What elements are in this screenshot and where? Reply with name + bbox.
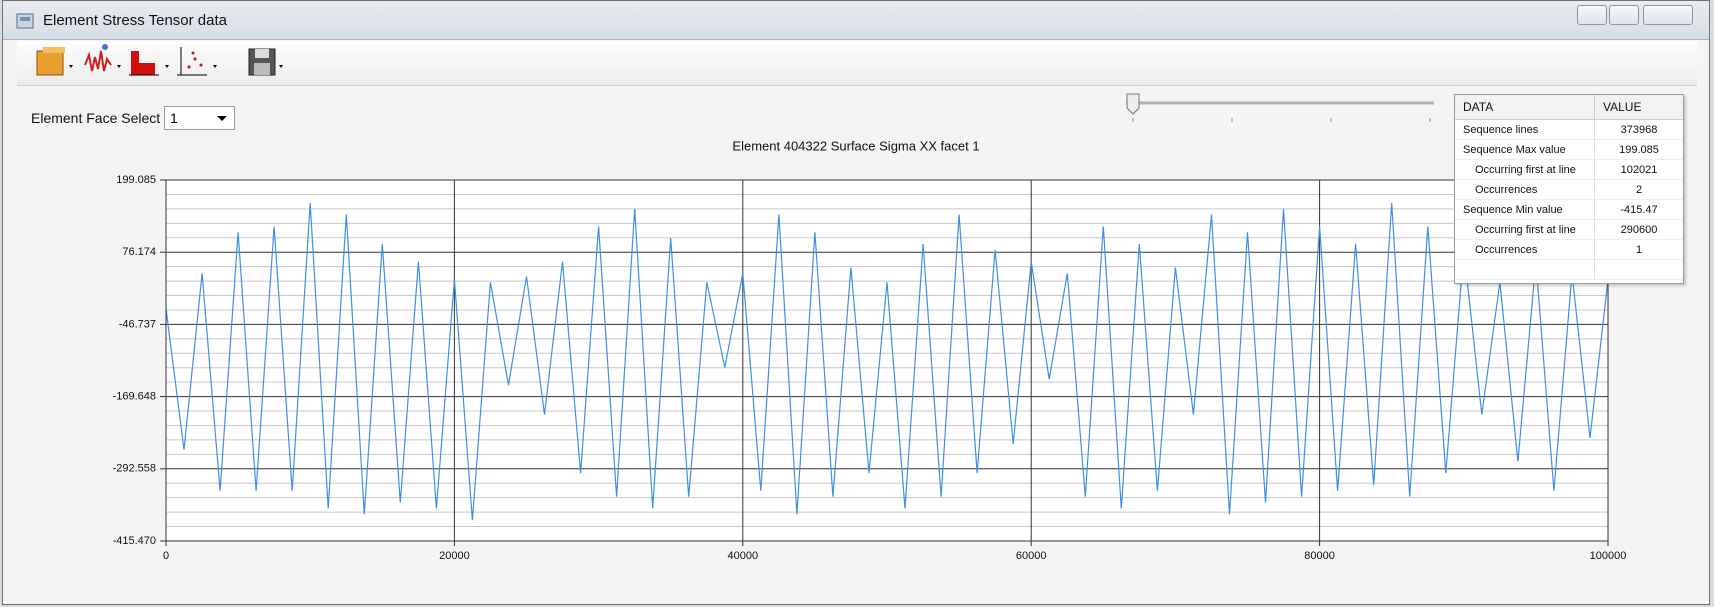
plot-border	[165, 179, 1609, 542]
table-cell: Occurring first at line	[1455, 219, 1595, 240]
minimize-button[interactable]	[1577, 5, 1607, 25]
chart-title: Element 404322 Surface Sigma XX facet 1	[732, 138, 979, 153]
signal-button[interactable]	[84, 44, 121, 72]
table-header: DATA	[1455, 95, 1595, 120]
y-tick-label: 199.085	[116, 174, 156, 186]
y-tick-label: 76.174	[122, 246, 156, 258]
close-button[interactable]	[1643, 5, 1693, 25]
x-tick-label: 40000	[728, 550, 759, 562]
table-cell: Sequence Max value	[1455, 139, 1595, 160]
x-tick-label: 100000	[1590, 550, 1627, 562]
stats-table: DATA VALUE Sequence lines 373968 Sequence Ma…	[1454, 94, 1684, 284]
table-cell	[1594, 259, 1683, 280]
x-tick-label: 60000	[1016, 550, 1047, 562]
table-row: Occurring first at line 290600	[1455, 219, 1683, 240]
x-tick-label: 0	[163, 550, 169, 562]
data-line	[165, 202, 1609, 521]
table-cell: 1	[1594, 239, 1683, 260]
table-header: VALUE	[1594, 95, 1683, 120]
slider[interactable]	[1126, 93, 1434, 122]
y-tick-label: -415.470	[113, 535, 156, 547]
table-cell	[1455, 259, 1595, 280]
x-tick-label: 20000	[439, 550, 470, 562]
table-cell: 373968	[1594, 119, 1683, 140]
stats-grid: DATA VALUE Sequence lines 373968 Sequence Ma…	[1455, 95, 1683, 280]
table-cell: Occurrences	[1455, 179, 1595, 200]
window-title: Element Stress Tensor data	[43, 12, 227, 29]
table-cell: Occurring first at line	[1455, 159, 1595, 180]
table-row: Occurrences 1	[1455, 239, 1683, 260]
table-row	[1455, 259, 1683, 280]
table-row: Occurring first at line 102021	[1455, 159, 1683, 180]
maximize-button[interactable]	[1609, 5, 1639, 25]
app-icon	[16, 13, 34, 29]
y-tick-label: -46.737	[119, 318, 156, 330]
table-cell: 2	[1594, 179, 1683, 200]
scatter-button[interactable]	[177, 47, 217, 76]
table-cell: 290600	[1594, 219, 1683, 240]
table-row: Sequence lines 373968	[1455, 119, 1683, 140]
table-cell: -415.47	[1594, 199, 1683, 220]
3d-view-button[interactable]	[36, 47, 73, 76]
table-row: Sequence Max value 199.085	[1455, 139, 1683, 160]
y-tick-label: -292.558	[113, 463, 156, 475]
histogram-button[interactable]	[129, 51, 169, 76]
table-row: Sequence Min value -415.47	[1455, 199, 1683, 220]
x-tick-label: 80000	[1304, 550, 1335, 562]
table-cell: 199.085	[1594, 139, 1683, 160]
toolbar	[17, 41, 1697, 86]
table-cell: Sequence lines	[1455, 119, 1595, 140]
title-bar: Element Stress Tensor data	[3, 1, 1709, 40]
save-button[interactable]	[248, 48, 283, 76]
face-select-label: Element Face Select	[31, 110, 161, 126]
y-tick-label: -169.648	[113, 391, 156, 403]
table-cell: 102021	[1594, 159, 1683, 180]
table-row: Occurrences 2	[1455, 179, 1683, 200]
table-cell: Occurrences	[1455, 239, 1595, 260]
plot-area	[166, 180, 1608, 541]
table-cell: Sequence Min value	[1455, 199, 1595, 220]
toolbar-icons	[36, 44, 283, 76]
face-select[interactable]: 1	[164, 106, 235, 130]
